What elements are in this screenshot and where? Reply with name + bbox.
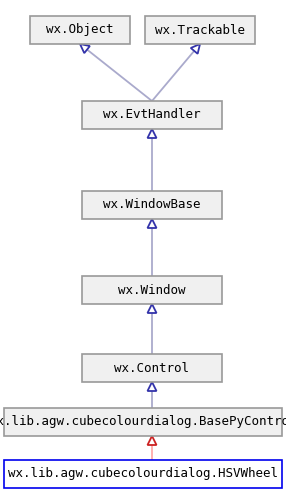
FancyBboxPatch shape <box>82 276 222 304</box>
Text: wx.lib.agw.cubecolourdialog.HSVWheel: wx.lib.agw.cubecolourdialog.HSVWheel <box>8 468 278 480</box>
Text: wx.Window: wx.Window <box>118 284 186 296</box>
FancyBboxPatch shape <box>4 460 282 488</box>
Text: wx.EvtHandler: wx.EvtHandler <box>103 108 201 122</box>
FancyBboxPatch shape <box>30 16 130 44</box>
Text: wx.lib.agw.cubecolourdialog.BasePyControl: wx.lib.agw.cubecolourdialog.BasePyContro… <box>0 416 286 428</box>
Text: wx.Control: wx.Control <box>114 362 190 374</box>
Text: wx.Object: wx.Object <box>46 24 114 36</box>
FancyBboxPatch shape <box>145 16 255 44</box>
FancyBboxPatch shape <box>82 191 222 219</box>
FancyBboxPatch shape <box>82 101 222 129</box>
Text: wx.Trackable: wx.Trackable <box>155 24 245 36</box>
FancyBboxPatch shape <box>4 408 282 436</box>
FancyBboxPatch shape <box>82 354 222 382</box>
Text: wx.WindowBase: wx.WindowBase <box>103 198 201 211</box>
